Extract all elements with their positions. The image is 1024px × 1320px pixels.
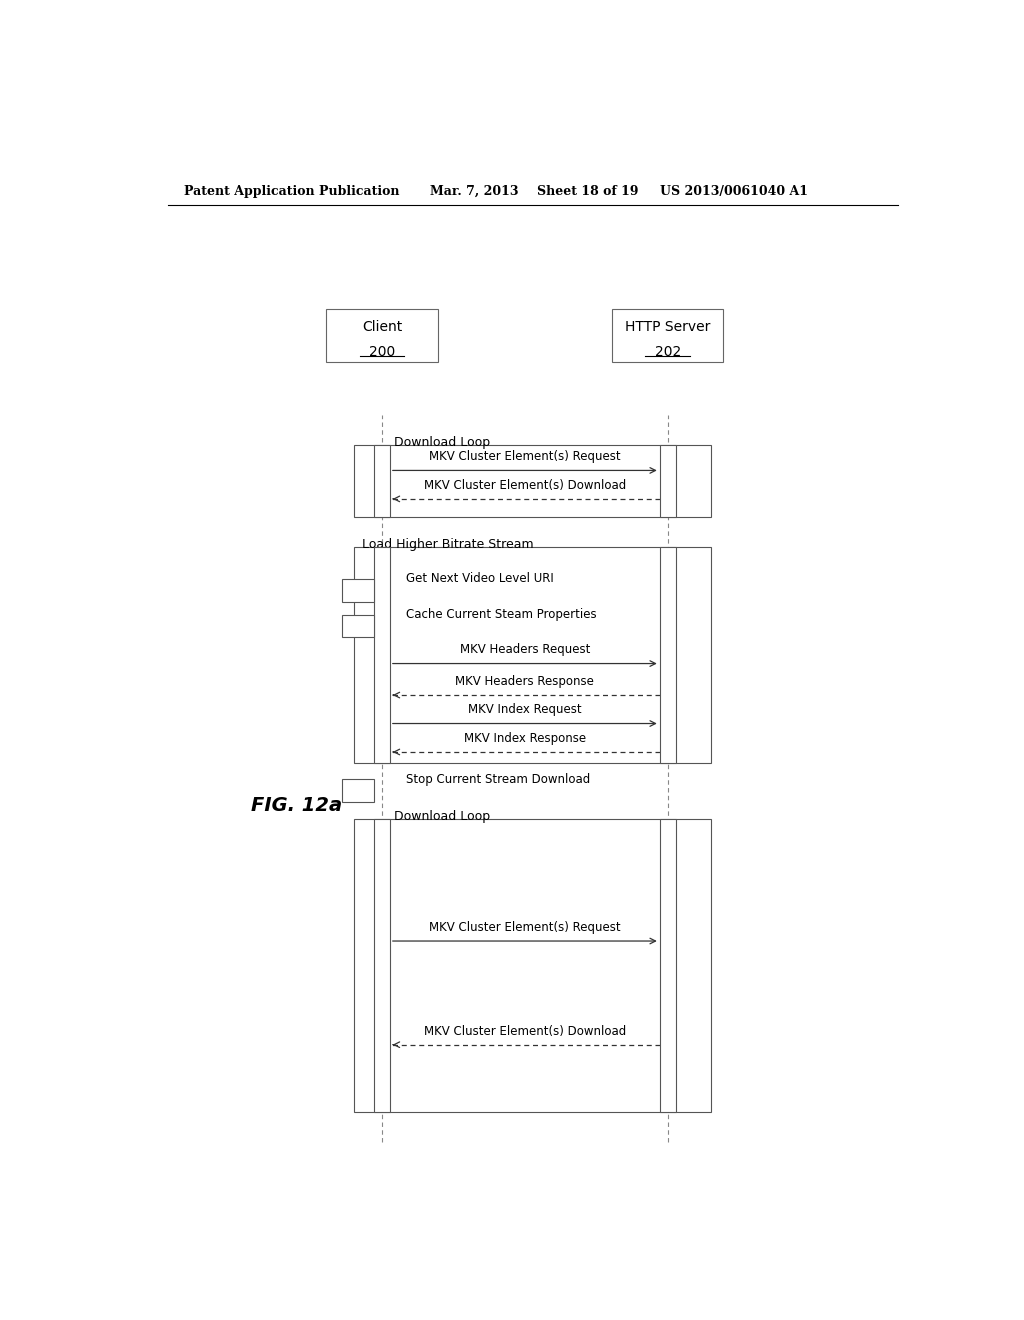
Text: US 2013/0061040 A1: US 2013/0061040 A1 bbox=[659, 185, 808, 198]
Text: MKV Cluster Element(s) Download: MKV Cluster Element(s) Download bbox=[424, 479, 626, 492]
Text: Get Next Video Level URI: Get Next Video Level URI bbox=[406, 573, 554, 585]
Text: MKV Cluster Element(s) Download: MKV Cluster Element(s) Download bbox=[424, 1024, 626, 1038]
Text: Download Loop: Download Loop bbox=[394, 810, 489, 824]
Bar bbox=[342, 779, 374, 801]
Bar bbox=[354, 546, 712, 763]
Bar bbox=[374, 445, 390, 517]
Bar bbox=[659, 546, 676, 763]
Text: Cache Current Steam Properties: Cache Current Steam Properties bbox=[406, 609, 596, 620]
Text: Stop Current Stream Download: Stop Current Stream Download bbox=[406, 772, 590, 785]
Bar bbox=[374, 818, 390, 1111]
Bar bbox=[342, 615, 374, 638]
Text: Client: Client bbox=[361, 321, 402, 334]
Bar bbox=[342, 579, 374, 602]
Text: Sheet 18 of 19: Sheet 18 of 19 bbox=[537, 185, 638, 198]
Text: MKV Headers Request: MKV Headers Request bbox=[460, 643, 590, 656]
Bar bbox=[612, 309, 723, 362]
Bar bbox=[354, 445, 712, 517]
Text: Load Higher Bitrate Stream: Load Higher Bitrate Stream bbox=[362, 537, 534, 550]
Text: MKV Cluster Element(s) Request: MKV Cluster Element(s) Request bbox=[429, 450, 621, 463]
Text: FIG. 12a: FIG. 12a bbox=[251, 796, 342, 814]
Bar bbox=[374, 546, 390, 763]
Text: MKV Headers Response: MKV Headers Response bbox=[456, 675, 594, 688]
Text: Patent Application Publication: Patent Application Publication bbox=[183, 185, 399, 198]
Text: Download Loop: Download Loop bbox=[394, 436, 489, 449]
Text: HTTP Server: HTTP Server bbox=[625, 321, 711, 334]
Text: MKV Cluster Element(s) Request: MKV Cluster Element(s) Request bbox=[429, 921, 621, 935]
Bar bbox=[354, 818, 712, 1111]
Text: MKV Index Request: MKV Index Request bbox=[468, 704, 582, 717]
Text: MKV Index Response: MKV Index Response bbox=[464, 731, 586, 744]
Bar bbox=[327, 309, 437, 362]
Text: 200: 200 bbox=[369, 345, 395, 359]
Bar bbox=[659, 445, 676, 517]
Text: Mar. 7, 2013: Mar. 7, 2013 bbox=[430, 185, 518, 198]
Bar bbox=[659, 818, 676, 1111]
Text: 202: 202 bbox=[654, 345, 681, 359]
